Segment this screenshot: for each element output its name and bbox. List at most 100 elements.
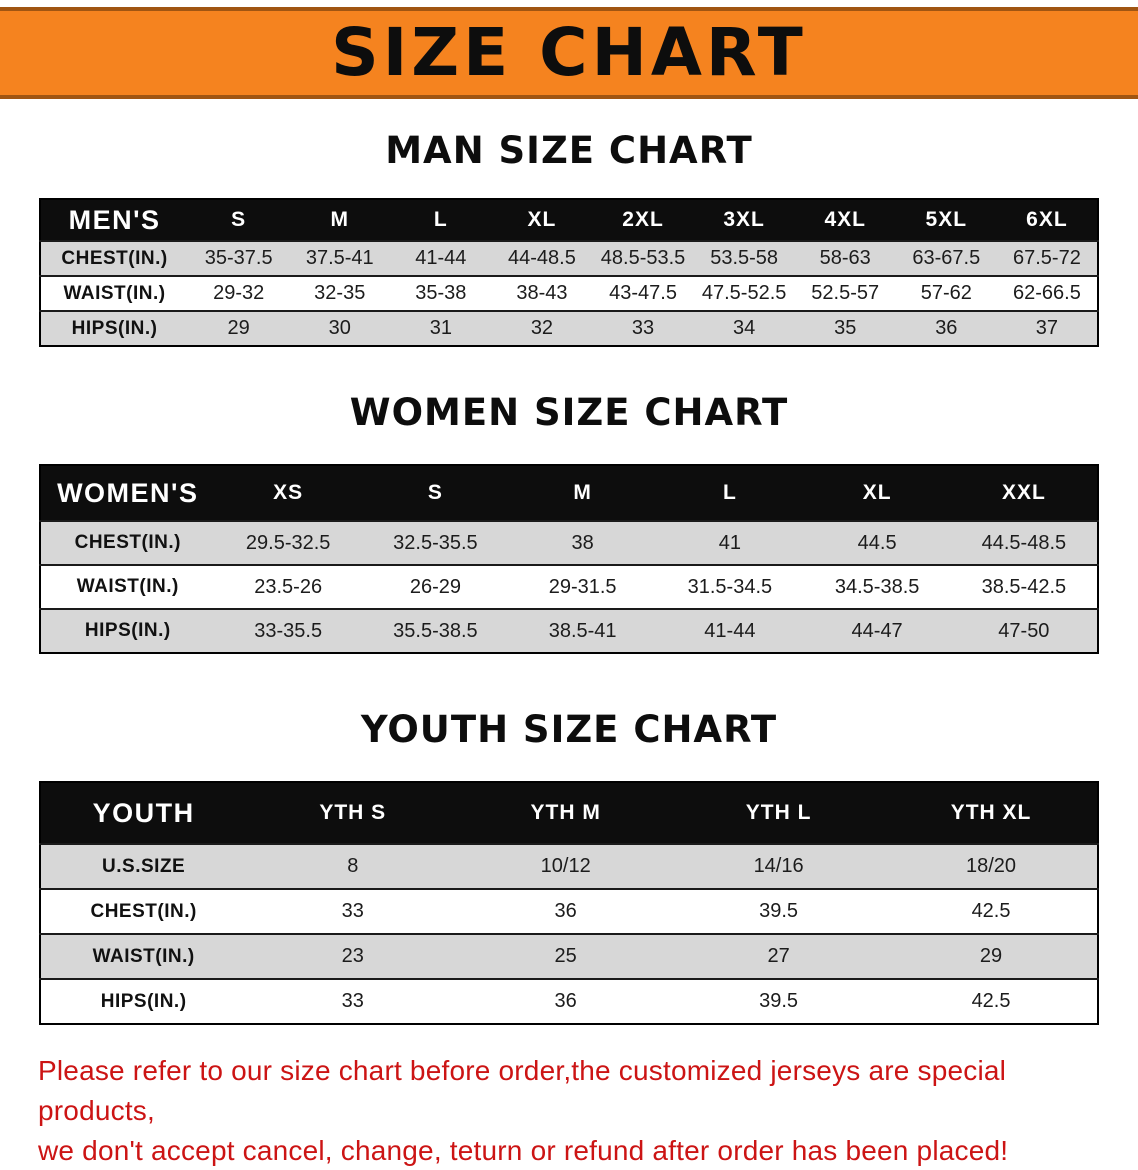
size-column-header: YTH S <box>246 782 459 844</box>
size-column-header: YTH XL <box>885 782 1098 844</box>
size-value-cell: 47-50 <box>951 609 1098 653</box>
size-value-cell: 29 <box>885 934 1098 979</box>
size-column-header: YTH M <box>459 782 672 844</box>
size-chart-banner: SIZE CHART <box>0 7 1138 99</box>
size-value-cell: 63-67.5 <box>896 241 997 276</box>
size-value-cell: 35-38 <box>390 276 491 311</box>
size-value-cell: 29.5-32.5 <box>215 521 362 565</box>
size-value-cell: 37 <box>997 311 1098 346</box>
size-value-cell: 35 <box>795 311 896 346</box>
size-value-cell: 38-43 <box>491 276 592 311</box>
size-value-cell: 23 <box>246 934 459 979</box>
size-value-cell: 41-44 <box>390 241 491 276</box>
size-value-cell: 31 <box>390 311 491 346</box>
size-value-cell: 34 <box>694 311 795 346</box>
size-column-header: M <box>509 465 656 521</box>
size-value-cell: 41 <box>656 521 803 565</box>
size-value-cell: 29 <box>188 311 289 346</box>
size-value-cell: 44.5 <box>804 521 951 565</box>
size-column-header: XL <box>804 465 951 521</box>
size-value-cell: 41-44 <box>656 609 803 653</box>
row-label-cell: CHEST(IN.) <box>40 521 215 565</box>
size-value-cell: 44-47 <box>804 609 951 653</box>
size-value-cell: 47.5-52.5 <box>694 276 795 311</box>
size-value-cell: 53.5-58 <box>694 241 795 276</box>
size-value-cell: 36 <box>459 889 672 934</box>
size-value-cell: 62-66.5 <box>997 276 1098 311</box>
row-label-cell: WAIST(IN.) <box>40 565 215 609</box>
table-title-cell: MEN'S <box>40 199 188 241</box>
size-value-cell: 42.5 <box>885 979 1098 1024</box>
note-line-2: we don't accept cancel, change, teturn o… <box>38 1131 1100 1170</box>
size-column-header: 2XL <box>592 199 693 241</box>
size-column-header: XXL <box>951 465 1098 521</box>
size-value-cell: 34.5-38.5 <box>804 565 951 609</box>
size-value-cell: 42.5 <box>885 889 1098 934</box>
men-section-heading: MAN SIZE CHART <box>0 129 1138 172</box>
size-value-cell: 52.5-57 <box>795 276 896 311</box>
size-value-cell: 32-35 <box>289 276 390 311</box>
size-column-header: 5XL <box>896 199 997 241</box>
size-value-cell: 36 <box>896 311 997 346</box>
row-label-cell: WAIST(IN.) <box>40 276 188 311</box>
size-value-cell: 36 <box>459 979 672 1024</box>
size-value-cell: 37.5-41 <box>289 241 390 276</box>
size-value-cell: 39.5 <box>672 979 885 1024</box>
note-line-1: Please refer to our size chart before or… <box>38 1051 1100 1131</box>
size-column-header: S <box>188 199 289 241</box>
size-value-cell: 35.5-38.5 <box>362 609 509 653</box>
size-value-cell: 26-29 <box>362 565 509 609</box>
size-value-cell: 33 <box>592 311 693 346</box>
row-label-cell: CHEST(IN.) <box>40 889 246 934</box>
size-value-cell: 32.5-35.5 <box>362 521 509 565</box>
size-value-cell: 43-47.5 <box>592 276 693 311</box>
size-column-header: L <box>656 465 803 521</box>
size-value-cell: 48.5-53.5 <box>592 241 693 276</box>
size-value-cell: 18/20 <box>885 844 1098 889</box>
footer-note: Please refer to our size chart before or… <box>38 1051 1100 1170</box>
size-column-header: M <box>289 199 390 241</box>
size-value-cell: 38 <box>509 521 656 565</box>
row-label-cell: HIPS(IN.) <box>40 311 188 346</box>
size-value-cell: 27 <box>672 934 885 979</box>
women-section-heading: WOMEN SIZE CHART <box>0 391 1138 434</box>
size-column-header: XL <box>491 199 592 241</box>
size-value-cell: 38.5-42.5 <box>951 565 1098 609</box>
size-value-cell: 33 <box>246 889 459 934</box>
size-value-cell: 33 <box>246 979 459 1024</box>
size-value-cell: 29-31.5 <box>509 565 656 609</box>
size-column-header: YTH L <box>672 782 885 844</box>
size-value-cell: 32 <box>491 311 592 346</box>
size-value-cell: 14/16 <box>672 844 885 889</box>
size-column-header: 4XL <box>795 199 896 241</box>
size-value-cell: 10/12 <box>459 844 672 889</box>
size-value-cell: 39.5 <box>672 889 885 934</box>
size-value-cell: 35-37.5 <box>188 241 289 276</box>
size-value-cell: 44-48.5 <box>491 241 592 276</box>
size-value-cell: 29-32 <box>188 276 289 311</box>
size-column-header: S <box>362 465 509 521</box>
size-value-cell: 8 <box>246 844 459 889</box>
size-value-cell: 31.5-34.5 <box>656 565 803 609</box>
row-label-cell: HIPS(IN.) <box>40 979 246 1024</box>
size-column-header: 3XL <box>694 199 795 241</box>
row-label-cell: HIPS(IN.) <box>40 609 215 653</box>
